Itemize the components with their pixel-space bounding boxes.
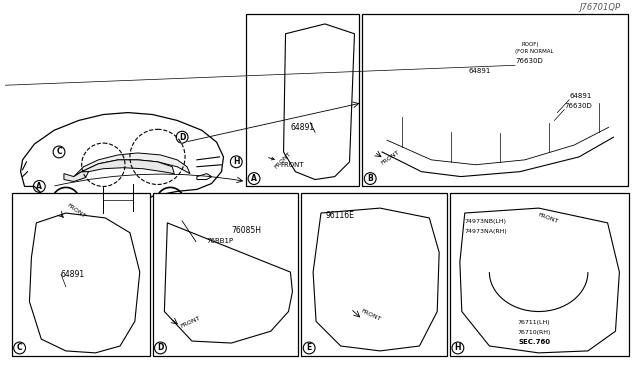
Polygon shape — [460, 208, 620, 353]
Text: FRONT: FRONT — [274, 151, 292, 170]
Polygon shape — [197, 174, 212, 180]
Text: E: E — [307, 343, 312, 352]
Bar — [301, 193, 447, 356]
Text: FRONT: FRONT — [66, 202, 86, 219]
Text: 76085H: 76085H — [231, 226, 261, 235]
Text: D: D — [179, 133, 186, 142]
Bar — [362, 14, 628, 186]
Text: 76BB1P: 76BB1P — [207, 238, 234, 244]
Text: C: C — [56, 147, 62, 157]
Text: 96116E: 96116E — [326, 211, 355, 220]
Polygon shape — [20, 113, 223, 219]
Text: SEC.760: SEC.760 — [519, 339, 551, 345]
Text: 74973NB(LH): 74973NB(LH) — [465, 219, 507, 224]
Bar — [12, 193, 150, 356]
Bar — [246, 14, 360, 186]
Text: 64891: 64891 — [61, 270, 85, 279]
Text: (FOR NORMAL: (FOR NORMAL — [515, 49, 554, 54]
Bar — [450, 193, 629, 356]
Polygon shape — [284, 24, 355, 180]
Text: H: H — [454, 343, 461, 352]
Text: 64891: 64891 — [569, 93, 591, 99]
Polygon shape — [82, 160, 174, 174]
Text: 76630D: 76630D — [564, 103, 592, 109]
Text: 76710(RH): 76710(RH) — [517, 330, 550, 335]
Bar — [152, 193, 298, 356]
Text: A: A — [251, 174, 257, 183]
Text: 76711(LH): 76711(LH) — [517, 320, 550, 326]
Text: 64891: 64891 — [468, 68, 491, 74]
Polygon shape — [29, 213, 140, 353]
Text: 64891: 64891 — [291, 123, 315, 132]
Text: A: A — [36, 182, 42, 191]
Text: FRONT: FRONT — [537, 212, 559, 224]
FancyBboxPatch shape — [186, 235, 205, 248]
Text: ROOF): ROOF) — [522, 42, 540, 46]
Text: 74973NA(RH): 74973NA(RH) — [465, 229, 508, 234]
Text: FRONT: FRONT — [180, 316, 202, 329]
Text: H: H — [233, 157, 239, 166]
Text: D: D — [157, 343, 164, 352]
Text: FRONT: FRONT — [360, 309, 382, 323]
Polygon shape — [313, 208, 439, 351]
Polygon shape — [64, 171, 88, 182]
Text: J76701QP: J76701QP — [579, 3, 620, 12]
Polygon shape — [74, 153, 190, 177]
Text: 76630D: 76630D — [515, 58, 543, 64]
Text: FRONT: FRONT — [380, 149, 401, 166]
Text: B: B — [367, 174, 373, 183]
Polygon shape — [164, 223, 292, 343]
Text: FRONT: FRONT — [269, 157, 304, 168]
Text: C: C — [17, 343, 22, 352]
